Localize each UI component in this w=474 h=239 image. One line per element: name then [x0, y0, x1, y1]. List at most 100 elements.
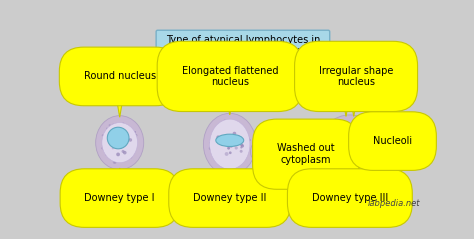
Polygon shape: [340, 81, 352, 116]
Polygon shape: [113, 81, 126, 117]
Circle shape: [209, 142, 211, 144]
Circle shape: [343, 143, 346, 146]
Text: Downey type I: Downey type I: [84, 193, 155, 203]
Polygon shape: [347, 81, 360, 116]
Circle shape: [210, 144, 213, 147]
Circle shape: [223, 156, 225, 157]
Circle shape: [248, 139, 251, 141]
Ellipse shape: [250, 140, 268, 161]
Circle shape: [333, 134, 335, 136]
Circle shape: [121, 133, 125, 136]
Circle shape: [342, 158, 345, 160]
Circle shape: [242, 133, 243, 135]
Circle shape: [346, 143, 348, 145]
Circle shape: [223, 124, 226, 126]
Circle shape: [242, 137, 244, 139]
Circle shape: [129, 130, 130, 131]
Circle shape: [235, 147, 238, 150]
Circle shape: [122, 159, 124, 161]
Circle shape: [116, 152, 120, 156]
Circle shape: [125, 152, 127, 154]
Circle shape: [229, 158, 231, 161]
Polygon shape: [224, 81, 236, 115]
Circle shape: [235, 127, 237, 129]
Circle shape: [254, 146, 256, 148]
Circle shape: [231, 124, 234, 127]
Circle shape: [327, 144, 330, 147]
Circle shape: [220, 163, 224, 167]
Circle shape: [233, 160, 237, 163]
Circle shape: [228, 138, 230, 141]
Circle shape: [123, 150, 124, 152]
Circle shape: [355, 140, 358, 143]
Circle shape: [111, 142, 114, 145]
Circle shape: [121, 129, 123, 131]
Circle shape: [358, 158, 361, 161]
Circle shape: [342, 155, 344, 157]
Circle shape: [333, 145, 336, 148]
Circle shape: [361, 128, 363, 130]
Text: labpedia.net: labpedia.net: [368, 199, 420, 208]
Circle shape: [343, 146, 345, 147]
Circle shape: [122, 122, 125, 125]
Circle shape: [116, 130, 118, 132]
Circle shape: [234, 144, 236, 147]
Circle shape: [333, 154, 335, 156]
Circle shape: [112, 125, 114, 128]
Circle shape: [214, 155, 217, 158]
Text: Washed out
cytoplasm: Washed out cytoplasm: [277, 143, 335, 165]
Text: Elongated flattened
nucleus: Elongated flattened nucleus: [182, 66, 278, 87]
Circle shape: [134, 131, 136, 133]
Circle shape: [233, 132, 236, 135]
Circle shape: [123, 151, 127, 154]
Circle shape: [236, 156, 240, 160]
Circle shape: [354, 123, 357, 127]
Circle shape: [229, 134, 232, 137]
Circle shape: [331, 139, 334, 142]
Circle shape: [226, 163, 228, 164]
Circle shape: [105, 142, 107, 143]
Circle shape: [237, 135, 240, 137]
Circle shape: [227, 124, 228, 125]
Circle shape: [119, 146, 122, 149]
FancyBboxPatch shape: [156, 30, 330, 63]
Circle shape: [354, 136, 356, 138]
Circle shape: [112, 147, 114, 149]
Circle shape: [122, 131, 124, 133]
Circle shape: [356, 134, 358, 137]
Circle shape: [227, 145, 229, 147]
Circle shape: [360, 142, 362, 144]
Circle shape: [331, 137, 335, 140]
Circle shape: [337, 141, 340, 143]
Ellipse shape: [203, 113, 256, 175]
Circle shape: [241, 144, 244, 148]
Circle shape: [352, 137, 355, 140]
Circle shape: [330, 143, 333, 146]
Circle shape: [328, 134, 331, 137]
Ellipse shape: [210, 119, 250, 169]
Circle shape: [234, 141, 236, 143]
Circle shape: [125, 141, 128, 144]
Circle shape: [349, 144, 351, 146]
Circle shape: [112, 125, 116, 129]
Circle shape: [223, 136, 227, 140]
Circle shape: [109, 124, 111, 126]
Circle shape: [110, 142, 114, 146]
Circle shape: [337, 140, 338, 141]
Circle shape: [330, 136, 334, 140]
Circle shape: [360, 145, 363, 148]
Circle shape: [240, 143, 243, 147]
Circle shape: [342, 150, 344, 152]
Circle shape: [133, 147, 136, 149]
Circle shape: [131, 136, 133, 138]
Circle shape: [365, 142, 368, 145]
Circle shape: [242, 152, 245, 155]
Circle shape: [119, 128, 123, 131]
Circle shape: [260, 144, 262, 146]
Circle shape: [118, 130, 122, 133]
Circle shape: [223, 149, 226, 152]
Circle shape: [224, 148, 227, 151]
Circle shape: [336, 134, 338, 136]
Circle shape: [346, 136, 348, 139]
Circle shape: [349, 131, 351, 133]
